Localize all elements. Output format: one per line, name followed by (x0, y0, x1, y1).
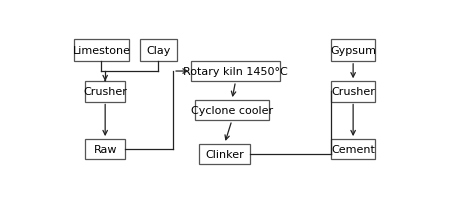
Text: Cyclone cooler: Cyclone cooler (191, 106, 273, 116)
Text: Clinker: Clinker (205, 149, 244, 159)
Text: Crusher: Crusher (83, 87, 127, 97)
FancyBboxPatch shape (199, 144, 250, 164)
FancyBboxPatch shape (331, 82, 375, 102)
FancyBboxPatch shape (195, 100, 269, 121)
Text: Raw: Raw (93, 144, 117, 154)
Text: Crusher: Crusher (331, 87, 375, 97)
FancyBboxPatch shape (74, 40, 129, 62)
Text: Limestone: Limestone (73, 46, 130, 56)
FancyBboxPatch shape (191, 62, 280, 82)
Text: Rotary kiln 1450°C: Rotary kiln 1450°C (183, 67, 288, 77)
FancyBboxPatch shape (85, 82, 125, 102)
Text: Gypsum: Gypsum (330, 46, 376, 56)
Text: Cement: Cement (331, 144, 375, 154)
FancyBboxPatch shape (140, 40, 177, 62)
Text: Clay: Clay (146, 46, 171, 56)
FancyBboxPatch shape (331, 139, 375, 160)
FancyBboxPatch shape (331, 40, 375, 62)
FancyBboxPatch shape (85, 139, 125, 160)
